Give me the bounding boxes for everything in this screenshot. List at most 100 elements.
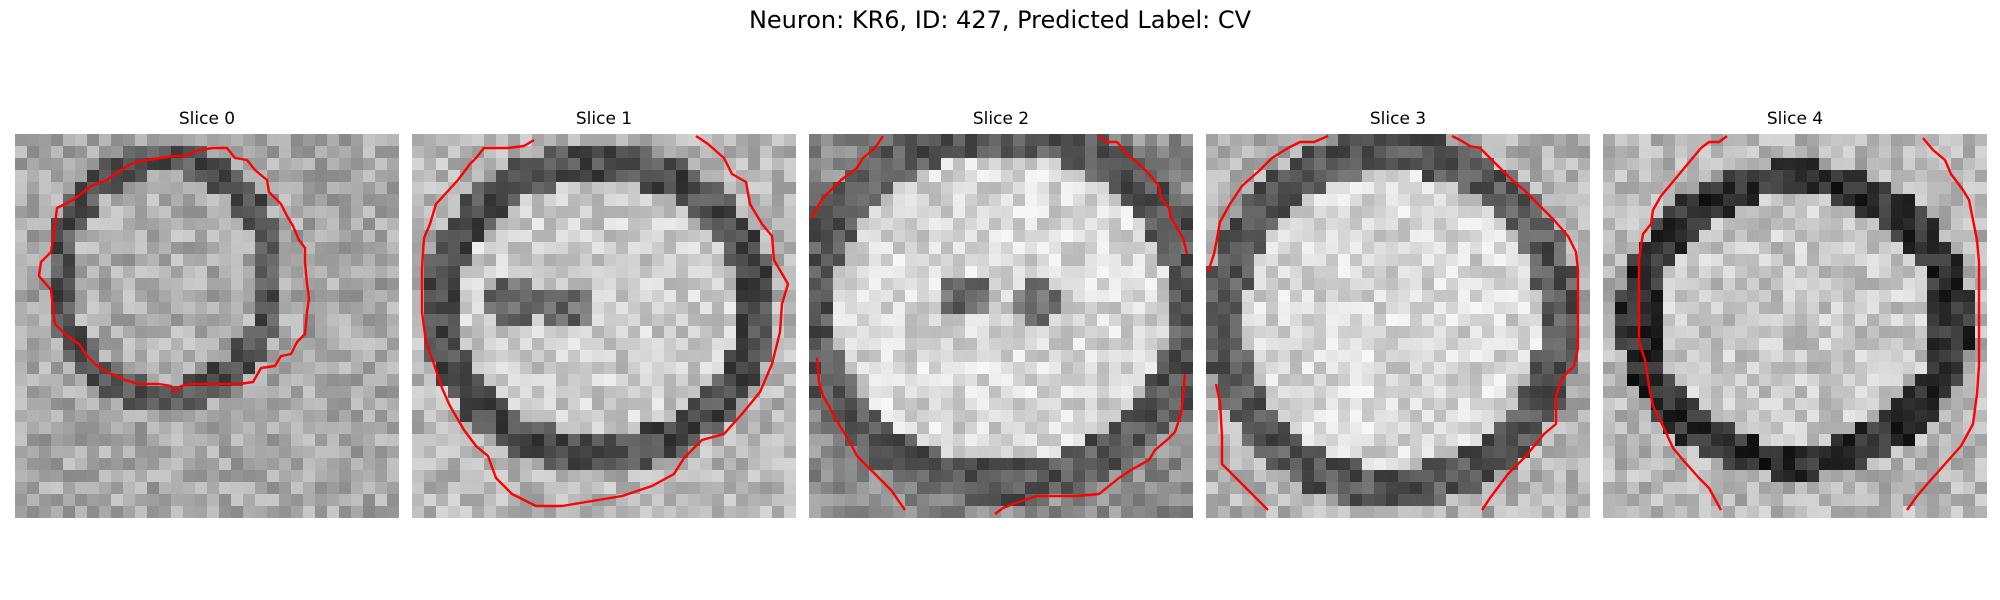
pixel-cell — [1566, 446, 1578, 458]
pixel-cell — [748, 422, 760, 434]
pixel-cell — [183, 134, 195, 146]
pixel-cell — [1290, 314, 1302, 326]
pixel-cell — [821, 410, 833, 422]
pixel-cell — [1879, 218, 1891, 230]
pixel-cell — [159, 446, 171, 458]
pixel-cell — [1627, 362, 1639, 374]
pixel-cell — [351, 410, 363, 422]
pixel-cell — [1230, 398, 1242, 410]
pixel-cell — [1963, 146, 1975, 158]
pixel-cell — [1819, 278, 1831, 290]
pixel-cell — [1145, 410, 1157, 422]
pixel-cell — [207, 266, 219, 278]
pixel-cell — [1831, 386, 1843, 398]
pixel-cell — [616, 374, 628, 386]
pixel-cell — [1927, 290, 1939, 302]
pixel-cell — [508, 374, 520, 386]
pixel-cell — [1181, 446, 1193, 458]
pixel-cell — [1783, 254, 1795, 266]
pixel-cell — [1578, 302, 1590, 314]
pixel-cell — [375, 218, 387, 230]
pixel-cell — [1434, 458, 1446, 470]
pixel-cell — [1458, 170, 1470, 182]
pixel-cell — [869, 254, 881, 266]
pixel-cell — [412, 410, 424, 422]
pixel-cell — [917, 434, 929, 446]
pixel-cell — [652, 194, 664, 206]
pixel-cell — [1879, 158, 1891, 170]
pixel-cell — [1891, 338, 1903, 350]
pixel-cell — [1386, 362, 1398, 374]
pixel-cell — [1073, 398, 1085, 410]
pixel-cell — [375, 230, 387, 242]
pixel-cell — [1290, 206, 1302, 218]
pixel-cell — [953, 482, 965, 494]
pixel-cell — [1807, 134, 1819, 146]
pixel-cell — [664, 482, 676, 494]
pixel-cell — [1362, 362, 1374, 374]
pixel-cell — [279, 374, 291, 386]
pixel-cell — [989, 278, 1001, 290]
pixel-cell — [375, 314, 387, 326]
pixel-cell — [15, 206, 27, 218]
pixel-cell — [1639, 434, 1651, 446]
pixel-cell — [135, 338, 147, 350]
pixel-cell — [1013, 374, 1025, 386]
pixel-cell — [881, 290, 893, 302]
pixel-cell — [327, 434, 339, 446]
pixel-cell — [1843, 290, 1855, 302]
pixel-cell — [568, 242, 580, 254]
pixel-cell — [1675, 350, 1687, 362]
pixel-cell — [243, 302, 255, 314]
pixel-cell — [893, 434, 905, 446]
pixel-cell — [556, 398, 568, 410]
pixel-cell — [327, 254, 339, 266]
pixel-cell — [1771, 398, 1783, 410]
pixel-cell — [1759, 434, 1771, 446]
pixel-cell — [1723, 314, 1735, 326]
pixel-cell — [821, 494, 833, 506]
pixel-cell — [1073, 194, 1085, 206]
pixel-cell — [1735, 206, 1747, 218]
pixel-cell — [219, 302, 231, 314]
pixel-cell — [460, 134, 472, 146]
pixel-cell — [1145, 350, 1157, 362]
pixel-cell — [1723, 446, 1735, 458]
pixel-cell — [1699, 338, 1711, 350]
pixel-cell — [1254, 134, 1266, 146]
pixel-cell — [1278, 158, 1290, 170]
pixel-cell — [1434, 494, 1446, 506]
pixel-cell — [231, 314, 243, 326]
pixel-cell — [917, 398, 929, 410]
pixel-cell — [977, 470, 989, 482]
pixel-cell — [1819, 386, 1831, 398]
pixel-cell — [821, 134, 833, 146]
pixel-cell — [821, 266, 833, 278]
pixel-cell — [1506, 230, 1518, 242]
pixel-cell — [1338, 326, 1350, 338]
pixel-cell — [1554, 206, 1566, 218]
pixel-cell — [424, 158, 436, 170]
pixel-cell — [592, 290, 604, 302]
pixel-cell — [833, 350, 845, 362]
pixel-cell — [1290, 374, 1302, 386]
pixel-cell — [1097, 254, 1109, 266]
pixel-cell — [1206, 326, 1218, 338]
pixel-cell — [1266, 218, 1278, 230]
pixel-cell — [1663, 266, 1675, 278]
pixel-cell — [1963, 230, 1975, 242]
pixel-cell — [760, 446, 772, 458]
pixel-cell — [664, 170, 676, 182]
pixel-cell — [51, 362, 63, 374]
pixel-cell — [1266, 410, 1278, 422]
pixel-cell — [219, 482, 231, 494]
pixel-cell — [1639, 170, 1651, 182]
pixel-cell — [1843, 302, 1855, 314]
pixel-cell — [1025, 182, 1037, 194]
pixel-cell — [1266, 266, 1278, 278]
pixel-cell — [977, 194, 989, 206]
pixel-cell — [1326, 326, 1338, 338]
pixel-cell — [159, 386, 171, 398]
pixel-cell — [424, 374, 436, 386]
pixel-cell — [1554, 266, 1566, 278]
